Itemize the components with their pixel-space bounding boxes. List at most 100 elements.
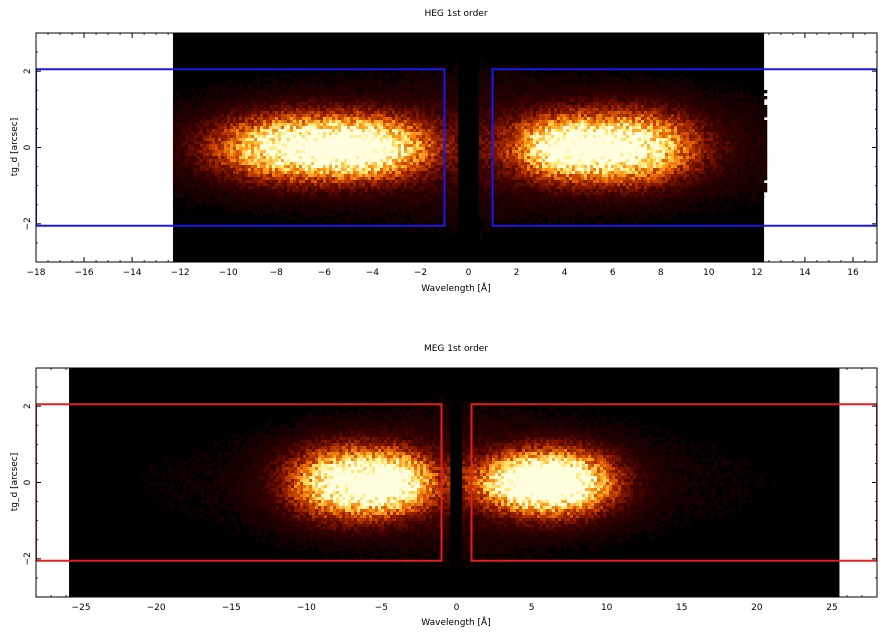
heg-heatmap-cell xyxy=(253,141,258,145)
heg-heatmap-cell xyxy=(505,90,510,94)
heg-heatmap-cell xyxy=(316,138,321,142)
heg-heatmap-cell xyxy=(331,99,336,103)
heg-heatmap-cell xyxy=(604,150,609,154)
heg-heatmap-cell xyxy=(355,144,360,148)
heg-heatmap-cell xyxy=(505,135,510,139)
heg-heatmap-cell xyxy=(691,99,696,103)
heg-heatmap-cell xyxy=(403,75,408,79)
heg-heatmap-cell xyxy=(301,111,306,115)
heg-heatmap-cell xyxy=(499,105,504,109)
heg-heatmap-cell xyxy=(220,90,225,94)
heg-heatmap-cell xyxy=(307,102,312,106)
heg-heatmap-cell xyxy=(514,150,519,154)
heg-heatmap-cell xyxy=(577,87,582,91)
heg-heatmap-cell xyxy=(553,90,558,94)
heg-heatmap-cell xyxy=(277,93,282,97)
heg-heatmap-cell xyxy=(709,144,714,148)
heg-heatmap-cell xyxy=(217,111,222,115)
heg-heatmap-cell xyxy=(478,147,483,151)
heg-heatmap-cell xyxy=(400,114,405,118)
heg-heatmap-cell xyxy=(202,102,207,106)
heg-heatmap-cell xyxy=(352,150,357,154)
heg-heatmap-cell xyxy=(244,123,249,127)
heg-heatmap-cell xyxy=(244,147,249,151)
heg-heatmap-cell xyxy=(325,120,330,124)
heg-heatmap-cell xyxy=(658,132,663,136)
heg-heatmap-cell xyxy=(394,84,399,88)
heg-heatmap-cell xyxy=(391,141,396,145)
heg-heatmap-cell xyxy=(736,141,741,145)
heg-heatmap-cell xyxy=(670,114,675,118)
heg-heatmap-cell xyxy=(682,108,687,112)
heg-heatmap-cell xyxy=(319,96,324,100)
heg-heatmap-cell xyxy=(679,84,684,88)
heg-heatmap-cell xyxy=(406,141,411,145)
heg-heatmap-cell xyxy=(445,156,450,160)
heg-heatmap-cell xyxy=(214,132,219,136)
heg-heatmap-cell xyxy=(436,84,441,88)
heg-heatmap-cell xyxy=(550,99,555,103)
heg-heatmap-cell xyxy=(289,84,294,88)
heg-heatmap-cell xyxy=(553,105,558,109)
heg-heatmap-cell xyxy=(592,111,597,115)
heg-heatmap-cell xyxy=(286,144,291,148)
heg-heatmap-cell xyxy=(529,111,534,115)
heg-heatmap-cell xyxy=(418,144,423,148)
heg-heatmap-cell xyxy=(550,111,555,115)
heg-heatmap-cell xyxy=(289,132,294,136)
heg-heatmap-cell xyxy=(544,126,549,130)
heg-heatmap-cell xyxy=(274,147,279,151)
heg-heatmap-cell xyxy=(610,117,615,121)
heg-heatmap-cell xyxy=(328,90,333,94)
heg-heatmap-cell xyxy=(385,78,390,82)
heg-heatmap-cell xyxy=(496,99,501,103)
heg-heatmap-cell xyxy=(190,141,195,145)
heg-heatmap-cell xyxy=(715,114,720,118)
heg-heatmap-cell xyxy=(298,78,303,82)
heg-heatmap-cell xyxy=(427,108,432,112)
heg-heatmap-cell xyxy=(568,123,573,127)
heg-heatmap-cell xyxy=(310,105,315,109)
heg-heatmap-cell xyxy=(667,132,672,136)
heg-heatmap-cell xyxy=(331,114,336,118)
heg-heatmap-cell xyxy=(637,123,642,127)
heg-heatmap-cell xyxy=(664,111,669,115)
heg-heatmap-cell xyxy=(412,108,417,112)
heg-heatmap-cell xyxy=(541,123,546,127)
heg-heatmap-cell xyxy=(268,90,273,94)
heg-heatmap-cell xyxy=(313,141,318,145)
heg-heatmap-cell xyxy=(262,84,267,88)
heg-heatmap-cell xyxy=(184,141,189,145)
heg-heatmap-cell xyxy=(631,69,636,73)
heg-heatmap-cell xyxy=(523,99,528,103)
heg-heatmap-cell xyxy=(484,117,489,121)
heg-heatmap-cell xyxy=(637,141,642,145)
heg-heatmap-cell xyxy=(247,84,252,88)
heg-heatmap-cell xyxy=(349,117,354,121)
heg-heatmap-cell xyxy=(280,105,285,109)
heg-heatmap-cell xyxy=(217,114,222,118)
heg-heatmap-cell xyxy=(595,123,600,127)
heg-heatmap-cell xyxy=(409,141,414,145)
heg-heatmap-cell xyxy=(622,153,627,157)
heg-heatmap-cell xyxy=(631,147,636,151)
heg-heatmap-cell xyxy=(628,96,633,100)
heg-heatmap-cell xyxy=(610,123,615,127)
heg-heatmap-cell xyxy=(184,111,189,115)
heg-heatmap-cell xyxy=(277,114,282,118)
heg-heatmap-cell xyxy=(271,126,276,130)
heg-heatmap-cell xyxy=(400,123,405,127)
heg-heatmap-cell xyxy=(271,99,276,103)
heg-heatmap-cell xyxy=(667,81,672,85)
heg-heatmap-cell xyxy=(328,87,333,91)
heg-heatmap-cell xyxy=(337,69,342,73)
heg-heatmap-cell xyxy=(535,99,540,103)
heg-heatmap-cell xyxy=(190,102,195,106)
heg-heatmap-cell xyxy=(256,114,261,118)
heg-heatmap-cell xyxy=(301,96,306,100)
heg-heatmap-cell xyxy=(631,87,636,91)
heg-heatmap-cell xyxy=(478,129,483,133)
heg-heatmap-cell xyxy=(709,105,714,109)
heg-heatmap-cell xyxy=(754,102,759,106)
heg-heatmap-cell xyxy=(601,111,606,115)
